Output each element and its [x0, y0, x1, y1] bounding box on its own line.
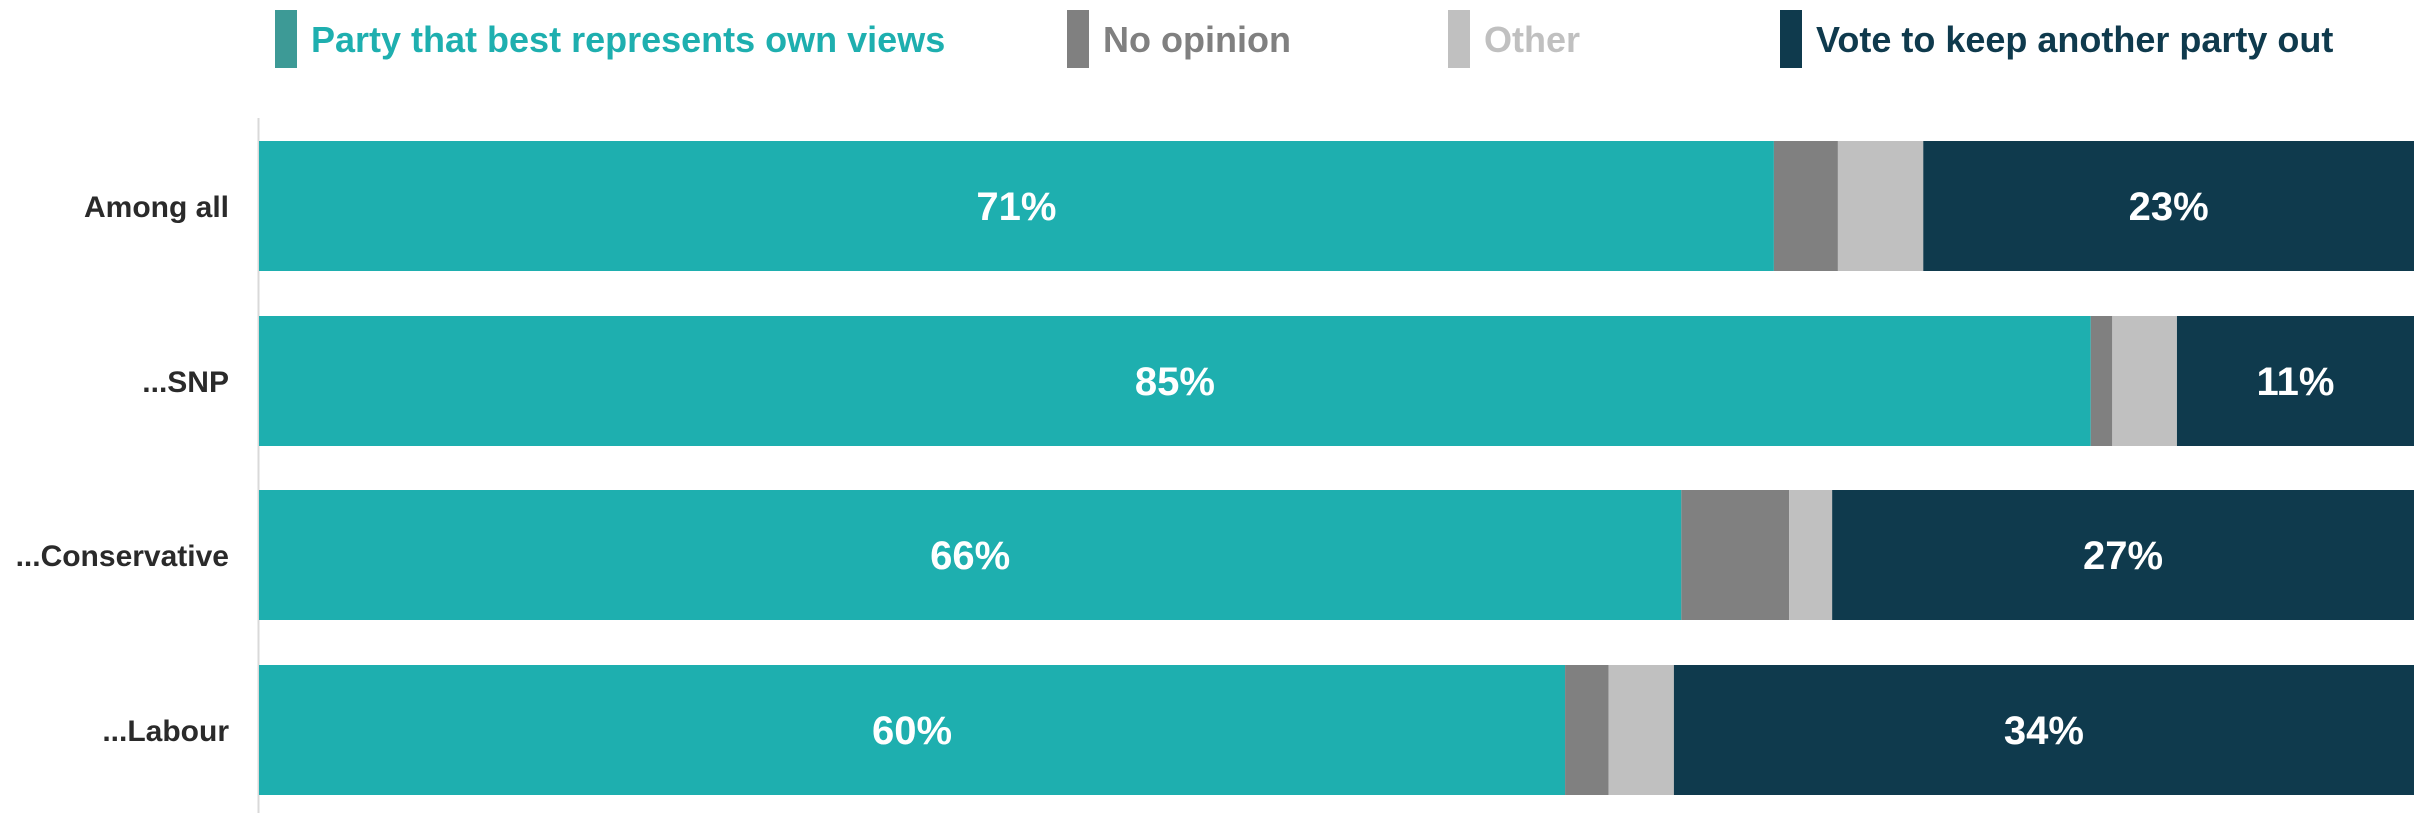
bar-labour-party-that-best-represents-own-views	[259, 665, 1566, 795]
legend-swatch-party-that-best-represents-own-views	[275, 10, 297, 68]
legend-label-vote-to-keep-another-party-out: Vote to keep another party out	[1816, 19, 2333, 60]
bar-among-all-party-that-best-represents-own-views	[259, 141, 1774, 271]
data-label-labour-vote-to-keep-another-party-out: 34%	[2004, 709, 2084, 753]
bar-labour-other	[1608, 665, 1674, 795]
bar-snp-other	[2112, 316, 2177, 446]
bar-labour-vote-to-keep-another-party-out	[1673, 665, 2414, 795]
data-label-conservative-vote-to-keep-another-party-out: 27%	[2083, 534, 2163, 578]
legend-label-other: Other	[1484, 19, 1580, 60]
legend-label-party-that-best-represents-own-views: Party that best represents own views	[311, 19, 945, 60]
data-label-snp-party-that-best-represents-own-views: 85%	[1135, 360, 1215, 404]
bar-snp-vote-to-keep-another-party-out	[2176, 316, 2414, 446]
legend-swatch-other	[1448, 10, 1470, 68]
category-label-among-all: Among all	[84, 191, 229, 224]
legend-label-no-opinion: No opinion	[1103, 19, 1291, 60]
bar-among-all-other	[1837, 141, 1924, 271]
data-label-snp-vote-to-keep-another-party-out: 11%	[2257, 360, 2335, 404]
data-label-labour-party-that-best-represents-own-views: 60%	[872, 709, 952, 753]
bar-labour-no-opinion	[1565, 665, 1609, 795]
bar-conservative-no-opinion	[1681, 490, 1790, 620]
bar-snp-no-opinion	[2090, 316, 2113, 446]
data-label-conservative-party-that-best-represents-own-views: 66%	[930, 534, 1010, 578]
bar-conservative-party-that-best-represents-own-views	[259, 490, 1682, 620]
bar-among-all-no-opinion	[1773, 141, 1838, 271]
legend-swatch-vote-to-keep-another-party-out	[1780, 10, 1802, 68]
data-label-among-all-vote-to-keep-another-party-out: 23%	[2129, 185, 2209, 229]
legend-swatch-no-opinion	[1067, 10, 1089, 68]
category-label-snp: ...SNP	[142, 366, 229, 399]
category-label-conservative: ...Conservative	[16, 540, 229, 573]
bar-among-all-vote-to-keep-another-party-out	[1923, 141, 2414, 271]
bar-conservative-vote-to-keep-another-party-out	[1832, 490, 2414, 620]
bar-conservative-other	[1789, 490, 1833, 620]
data-label-among-all-party-that-best-represents-own-views: 71%	[976, 185, 1056, 229]
bar-snp-party-that-best-represents-own-views	[259, 316, 2091, 446]
category-label-labour: ...Labour	[102, 715, 229, 748]
